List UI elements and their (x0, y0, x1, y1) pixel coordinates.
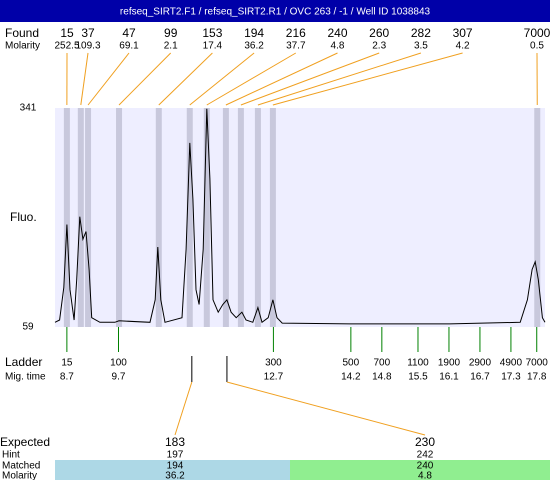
ladder-size: 1900 (438, 358, 461, 369)
matched-molarity: 4.8 (418, 471, 432, 480)
found-size: 194 (244, 26, 264, 40)
found-band (203, 108, 210, 327)
hint-value: 197 (167, 450, 184, 461)
ladder-time: 12.7 (264, 372, 284, 383)
found-molarity: 252.5 (54, 41, 79, 52)
hint-label: Hint (2, 450, 20, 461)
found-molarity: 4.8 (331, 41, 345, 52)
matched-molarity: 36.2 (165, 471, 185, 480)
found-molarity: 69.1 (119, 41, 139, 52)
found-molarity: 3.5 (414, 41, 428, 52)
found-size: 99 (164, 26, 178, 40)
ladder-time: 14.8 (372, 372, 392, 383)
found-leader (118, 52, 172, 106)
found-leader (272, 52, 463, 106)
found-size: 7000 (524, 26, 550, 40)
title: refseq_SIRT2.F1 / refseq_SIRT2.R1 / OVC … (120, 7, 431, 18)
found-leader (225, 52, 338, 106)
found-size: 216 (286, 26, 306, 40)
ladder-label: Ladder (5, 355, 42, 369)
found-size: 282 (411, 26, 431, 40)
expected-size: 183 (165, 435, 185, 449)
found-band (186, 108, 193, 327)
ladder-time: 14.2 (341, 372, 361, 383)
found-size: 37 (81, 26, 95, 40)
matched-value: 194 (167, 461, 184, 472)
found-leader (240, 52, 380, 106)
title-bar (0, 0, 550, 22)
expected-size: 230 (415, 435, 435, 449)
expected-leader (226, 381, 426, 436)
ladder-size: 15 (61, 358, 73, 369)
matched-label: Matched (2, 461, 40, 472)
found-leader (206, 52, 297, 106)
molarity-label: Molarity (2, 471, 37, 480)
found-size: 153 (202, 26, 222, 40)
found-band (254, 108, 261, 327)
found-size: 15 (60, 26, 74, 40)
ladder-time: 17.3 (501, 372, 521, 383)
found-size: 307 (453, 26, 473, 40)
found-molarity: 17.4 (203, 41, 223, 52)
matched-value: 240 (417, 461, 434, 472)
trace (54, 108, 546, 325)
ladder-size: 1100 (407, 358, 429, 369)
ladder-size: 300 (265, 358, 282, 369)
found-leader (158, 52, 213, 106)
matched-band (290, 460, 550, 480)
found-leader (257, 52, 422, 106)
found-band (222, 108, 229, 327)
found-band (155, 108, 162, 327)
found-leader (87, 52, 130, 106)
ladder-time: 17.8 (527, 372, 547, 383)
expected-leader (174, 381, 193, 436)
found-size: 240 (327, 26, 347, 40)
ladder-size: 500 (343, 358, 360, 369)
found-band (77, 108, 84, 327)
found-molarity: 2.3 (372, 41, 386, 52)
plot-area (55, 108, 545, 327)
ladder-time-label: Mig. time (5, 372, 46, 383)
ladder-size: 4900 (500, 358, 523, 369)
matched-band (55, 460, 290, 480)
expected-label: Expected (0, 435, 50, 449)
found-molarity: 109.3 (75, 41, 100, 52)
found-molarity: 37.7 (286, 41, 306, 52)
y-axis-label: Fluo. (10, 210, 37, 224)
found-molarity: 2.1 (164, 41, 178, 52)
found-size: 47 (122, 26, 136, 40)
ladder-time: 16.1 (439, 372, 459, 383)
found-leader (189, 52, 255, 106)
y-tick-label: 341 (20, 103, 37, 114)
ladder-size: 2900 (469, 358, 492, 369)
ladder-size: 7000 (526, 358, 549, 369)
found-size: 260 (369, 26, 389, 40)
hint-value: 242 (417, 450, 434, 461)
found-label: Found (5, 26, 39, 40)
found-molarity-label: Molarity (5, 41, 40, 52)
ladder-time: 16.7 (470, 372, 490, 383)
found-band (63, 108, 70, 327)
found-molarity: 0.5 (530, 41, 544, 52)
found-band (534, 108, 541, 327)
found-leader (80, 52, 89, 106)
found-band (85, 108, 92, 327)
found-band (237, 108, 244, 327)
ladder-time: 9.7 (112, 372, 126, 383)
found-band (116, 108, 123, 327)
ladder-time: 15.5 (408, 372, 428, 383)
y-tick-label: 59 (22, 322, 34, 333)
ladder-size: 100 (110, 358, 127, 369)
found-molarity: 4.2 (456, 41, 470, 52)
ladder-time: 8.7 (60, 372, 74, 383)
found-band (269, 108, 276, 327)
found-molarity: 36.2 (244, 41, 264, 52)
ladder-size: 700 (373, 358, 390, 369)
